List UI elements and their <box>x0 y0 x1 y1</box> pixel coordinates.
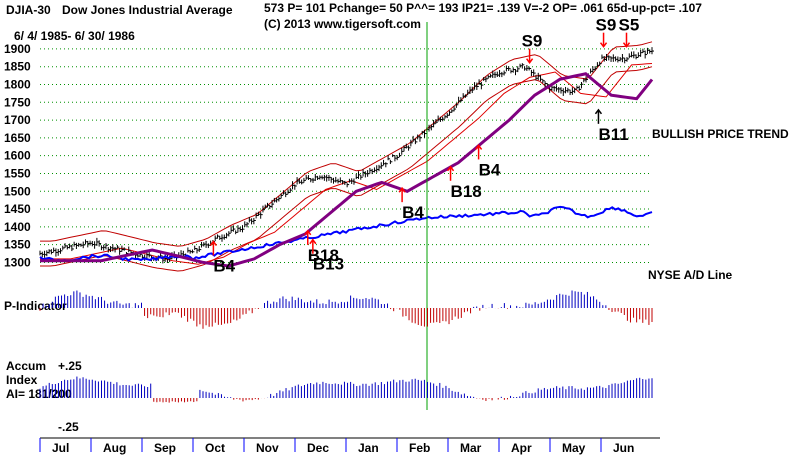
upper-band <box>40 41 653 247</box>
month-label: Sep <box>154 441 176 455</box>
moving-average <box>40 72 654 268</box>
accum-index-panel <box>39 376 653 403</box>
signal-arrowhead <box>599 42 608 48</box>
month-label: Dec <box>307 441 329 455</box>
signal-arrowhead <box>475 144 483 150</box>
accum-label-1: Accum <box>6 359 46 373</box>
signal-arrowhead <box>309 238 317 245</box>
y-axis: 1900 1850 1800 1750 1700 1650 1600 1550 1500 1450… <box>4 42 31 270</box>
y-tick-label: 1800 <box>4 77 31 91</box>
nyse-ad-label: NYSE A/D Line <box>648 268 733 282</box>
month-label: Jun <box>613 441 634 455</box>
y-tick-label: 1400 <box>4 220 31 234</box>
p-indicator-panel <box>39 290 653 329</box>
p-indicator-label: P-Indicator <box>4 299 67 313</box>
y-tick-label: 1500 <box>4 184 31 198</box>
index-name: Dow Jones Industrial Average <box>62 3 233 17</box>
signal-arrowhead <box>622 42 631 48</box>
signal-arrowhead <box>209 240 217 246</box>
month-label: Mar <box>460 441 482 455</box>
month-label: May <box>562 441 586 455</box>
y-tick-label: 1600 <box>4 149 31 163</box>
signal-label: B4 <box>479 160 501 179</box>
signal-arrowhead <box>304 229 312 236</box>
signal-label: B18 <box>451 182 482 201</box>
y-tick-label: 1450 <box>4 202 31 216</box>
accum-label-2: Index <box>6 373 38 387</box>
signal-arrowhead <box>398 186 406 193</box>
month-label: Jan <box>358 441 379 455</box>
ad-line <box>39 205 653 263</box>
month-label: Aug <box>103 441 126 455</box>
month-label: Feb <box>409 441 430 455</box>
month-label: Jul <box>52 441 69 455</box>
date-range: 6/ 4/ 1985- 6/ 30/ 1986 <box>14 29 135 43</box>
signal-label: S9 <box>596 16 617 35</box>
index-label: DJIA-30 <box>6 3 51 17</box>
signal-label: B11 <box>598 125 628 144</box>
y-tick-label: 1900 <box>4 42 31 56</box>
signal-label: B13 <box>313 255 344 274</box>
signal-arrowhead <box>594 108 603 115</box>
y-tick-label: 1650 <box>4 131 31 145</box>
accum-label-3: AI= 181/200 <box>6 387 72 401</box>
accum-top-label: +.25 <box>58 359 82 373</box>
y-tick-label: 1750 <box>4 95 31 109</box>
signal-arrowhead <box>446 165 455 172</box>
y-tick-label: 1300 <box>4 255 31 269</box>
y-tick-label: 1850 <box>4 60 31 74</box>
copyright: (C) 2013 www.tigersoft.com <box>264 17 421 31</box>
signal-arrowhead <box>525 58 534 64</box>
accum-bottom-label: -.25 <box>58 420 79 434</box>
month-label: Apr <box>511 441 532 455</box>
month-label: Oct <box>205 441 225 455</box>
y-tick-label: 1550 <box>4 166 31 180</box>
signal-label: B18 <box>308 246 339 265</box>
month-axis: Jul Aug Sep Oct Nov Dec Jan Feb Mar Apr May Jun <box>39 438 634 455</box>
signal-label: S5 <box>619 16 640 35</box>
y-tick-label: 1350 <box>4 238 31 252</box>
month-label: Nov <box>256 441 279 455</box>
bullish-trend-label: BULLISH PRICE TREND <box>652 127 789 141</box>
signal-label: B4 <box>402 203 424 222</box>
signal-label: B4 <box>213 257 235 276</box>
stats-line: 573 P= 101 Pchange= 50 P^^= 193 IP21= .1… <box>264 1 702 15</box>
signal-label: S9 <box>522 32 543 51</box>
y-tick-label: 1700 <box>4 113 31 127</box>
